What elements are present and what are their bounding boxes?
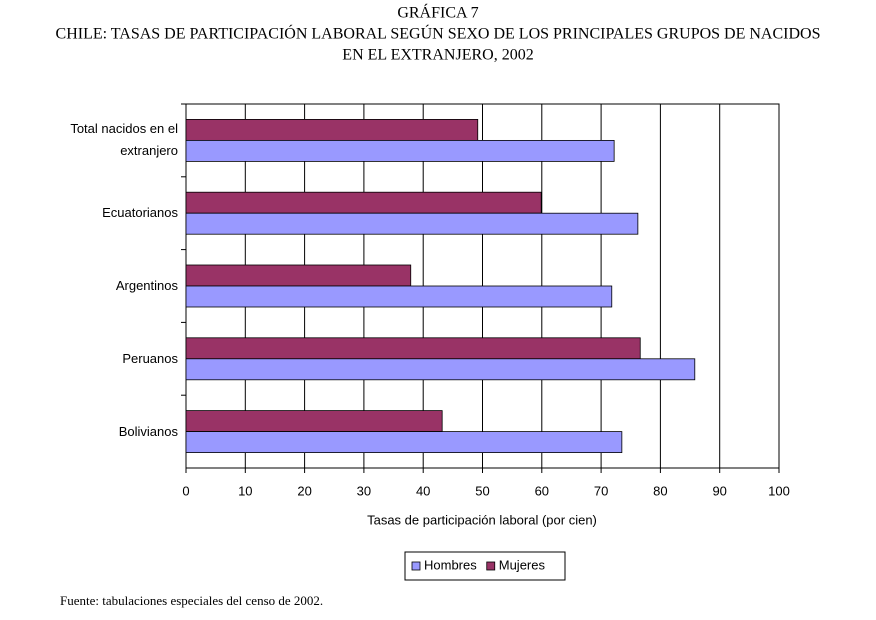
bar xyxy=(185,358,696,381)
bar xyxy=(185,285,613,308)
source-note: Fuente: tabulaciones especiales del cens… xyxy=(60,593,323,608)
y-tick-label: Argentinos xyxy=(115,278,178,293)
bar xyxy=(185,337,641,360)
bar xyxy=(185,191,542,214)
bar xyxy=(185,212,639,235)
chart-subtitle: EN EL EXTRANJERO, 2002 xyxy=(342,47,533,64)
bar xyxy=(185,119,479,141)
bar xyxy=(185,431,623,454)
bar xyxy=(185,139,615,162)
x-tick-label: 80 xyxy=(653,483,667,498)
x-tick-label: 90 xyxy=(712,483,726,498)
chart-subtitle: CHILE: TASAS DE PARTICIPACIÓN LABORAL SE… xyxy=(56,24,821,43)
legend-label: Mujeres xyxy=(499,557,546,572)
legend-swatch xyxy=(486,561,496,571)
x-tick-label: 20 xyxy=(297,483,311,498)
legend-swatch xyxy=(411,561,421,571)
x-tick-label: 10 xyxy=(238,483,252,498)
legend-box xyxy=(404,551,566,581)
legend-label: Hombres xyxy=(424,557,477,572)
x-tick-label: 50 xyxy=(475,483,489,498)
x-axis-title: Tasas de participación laboral (por cien… xyxy=(367,512,597,527)
x-tick-label: 60 xyxy=(535,483,549,498)
x-tick-label: 40 xyxy=(416,483,430,498)
chart-title: GRÁFICA 7 xyxy=(397,3,478,22)
y-tick-label: Ecuatorianos xyxy=(102,205,178,221)
y-tick-label: Total nacidos en el extranjero xyxy=(70,121,178,159)
x-tick-label: 0 xyxy=(182,483,189,498)
bar xyxy=(185,410,443,433)
x-tick-label: 100 xyxy=(768,483,790,498)
x-tick-label: 30 xyxy=(357,483,371,498)
x-tick-label: 70 xyxy=(594,483,608,498)
y-tick-label: Bolivianos xyxy=(118,423,178,439)
y-tick-label: Peruanos xyxy=(122,350,178,366)
bar xyxy=(185,264,412,287)
